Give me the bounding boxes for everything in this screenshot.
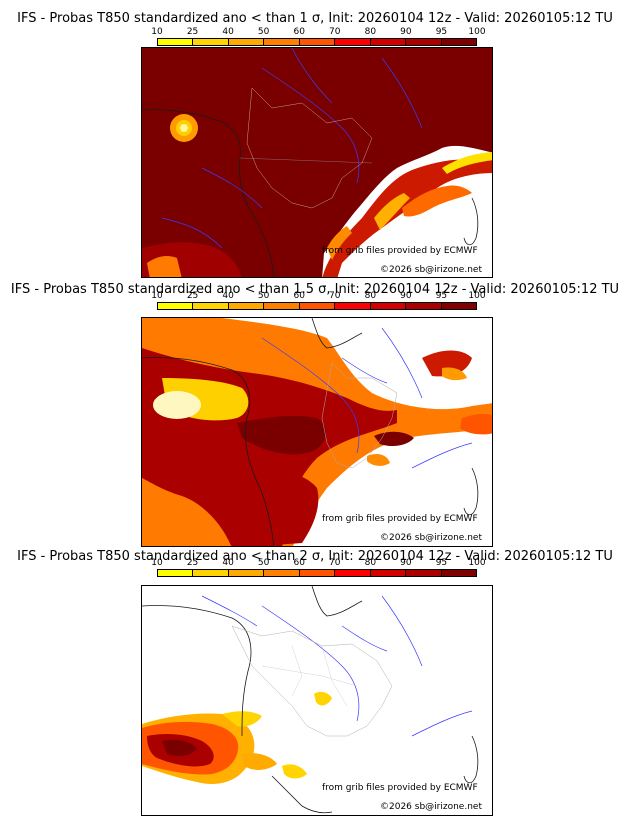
map-canvas — [142, 586, 492, 815]
legend-swatch — [158, 303, 194, 309]
legend-tick-label: 70 — [329, 27, 341, 37]
panel-1: IFS - Probas T850 standardized ano < tha… — [0, 0, 630, 278]
legend-tick-label: 25 — [186, 27, 199, 37]
copyright-credit: ©2026 sb@irizone.net — [380, 265, 482, 275]
legend-tick-label: 80 — [364, 291, 377, 301]
legend-tick-label: 10 — [151, 291, 163, 301]
legend-ticks: 10 25 40 50 60 70 80 90 95 100 — [151, 291, 485, 301]
legend-tick-label: 100 — [468, 291, 486, 301]
legend-swatch — [264, 570, 300, 576]
panel-title: IFS - Probas T850 standardized ano < tha… — [17, 11, 613, 26]
legend-colorbar — [157, 38, 477, 46]
map-canvas — [142, 48, 492, 277]
copyright-credit: ©2026 sb@irizone.net — [380, 533, 482, 543]
legend-swatch — [299, 570, 336, 576]
legend-tick-label: 95 — [435, 27, 448, 37]
legend-tick-label: 10 — [151, 558, 163, 568]
legend-swatch — [158, 570, 194, 576]
legend-colorbar — [157, 569, 477, 577]
legend-ticks: 10 25 40 50 60 70 80 90 95 100 — [151, 27, 485, 37]
legend-swatch — [264, 39, 300, 45]
legend-swatch — [406, 39, 442, 45]
legend-swatch — [370, 570, 407, 576]
legend-tick-label: 50 — [257, 27, 270, 37]
legend-tick-label: 80 — [364, 558, 377, 568]
probability-map: from grib files provided by ECMWF ©2026 … — [141, 317, 493, 547]
legend-swatch — [370, 303, 407, 309]
legend-swatch — [406, 570, 442, 576]
legend-tick-label: 80 — [364, 27, 377, 37]
legend-swatch — [441, 570, 476, 576]
legend-tick-label: 90 — [400, 27, 412, 37]
legend-ticks: 10 25 40 50 60 70 80 90 95 100 — [151, 558, 485, 568]
legend-tick-label: 50 — [257, 558, 270, 568]
legend-tick-label: 10 — [151, 27, 163, 37]
map-canvas — [142, 318, 492, 546]
legend-swatch — [228, 303, 265, 309]
legend-swatch — [299, 303, 336, 309]
legend-tick-label: 25 — [186, 291, 199, 301]
legend-tick-label: 95 — [435, 291, 448, 301]
legend-tick-label: 100 — [468, 27, 486, 37]
legend-tick-label: 60 — [293, 27, 305, 37]
legend-swatch — [299, 39, 336, 45]
legend-tick-label: 60 — [293, 291, 305, 301]
legend-tick-label: 90 — [400, 558, 412, 568]
legend-swatch — [335, 303, 371, 309]
legend-swatch — [370, 39, 407, 45]
legend-tick-label: 90 — [400, 291, 412, 301]
legend-swatch — [158, 39, 194, 45]
source-credit: from grib files provided by ECMWF — [322, 514, 478, 524]
legend-swatch — [193, 570, 229, 576]
panel-2: IFS - Probas T850 standardized ano < tha… — [0, 278, 630, 548]
legend-swatch — [228, 570, 265, 576]
legend-swatch — [441, 303, 476, 309]
panel-title: IFS - Probas T850 standardized ano < tha… — [17, 549, 613, 564]
legend-swatch — [193, 39, 229, 45]
source-credit: from grib files provided by ECMWF — [322, 783, 478, 793]
legend-tick-label: 40 — [222, 558, 234, 568]
legend-tick-label: 25 — [186, 558, 199, 568]
legend-tick-label: 50 — [257, 291, 270, 301]
legend-colorbar — [157, 302, 477, 310]
legend-swatch — [406, 303, 442, 309]
legend-swatch — [441, 39, 476, 45]
legend-tick-label: 100 — [468, 558, 486, 568]
panel-3: IFS - Probas T850 standardized ano < tha… — [0, 548, 630, 828]
legend-tick-label: 95 — [435, 558, 448, 568]
panel-title: IFS - Probas T850 standardized ano < tha… — [10, 282, 620, 297]
legend-tick-label: 70 — [329, 291, 341, 301]
legend-swatch — [335, 570, 371, 576]
legend-swatch — [264, 303, 300, 309]
probability-map: from grib files provided by ECMWF ©2026 … — [141, 585, 493, 816]
legend-tick-label: 40 — [222, 291, 234, 301]
source-credit: from grib files provided by ECMWF — [322, 246, 478, 256]
legend-tick-label: 40 — [222, 27, 234, 37]
copyright-credit: ©2026 sb@irizone.net — [380, 802, 482, 812]
probability-map: from grib files provided by ECMWF ©2026 … — [141, 47, 493, 278]
legend-swatch — [193, 303, 229, 309]
legend-tick-label: 70 — [329, 558, 341, 568]
legend-swatch — [228, 39, 265, 45]
legend-swatch — [335, 39, 371, 45]
legend-tick-label: 60 — [293, 558, 305, 568]
